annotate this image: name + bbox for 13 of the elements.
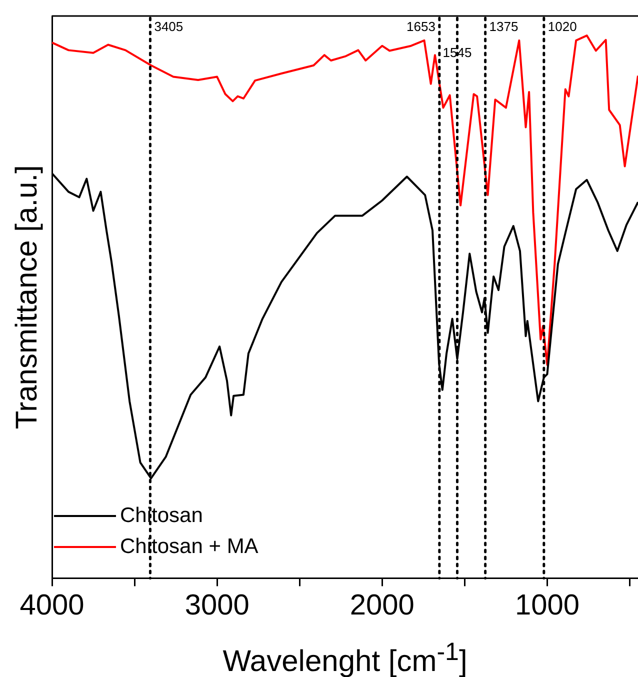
ref-line-label: 1545 xyxy=(442,45,472,60)
x-axis-title: Wavelenght [cm$^{-1}$] xyxy=(222,638,468,677)
ref-line-label: 3405 xyxy=(154,19,184,34)
x-tick-label: 4000 xyxy=(20,590,84,622)
ref-line-label: 1375 xyxy=(489,19,518,34)
x-tick-label: 1000 xyxy=(514,590,580,622)
legend-label: Chitosan + MA xyxy=(120,534,258,559)
y-axis-title: Transmittance [a.u.] xyxy=(10,165,44,430)
x-tick-label: 2000 xyxy=(350,590,414,622)
ref-line-label: 1020 xyxy=(548,19,577,34)
x-tick-label: 3000 xyxy=(184,590,250,622)
legend-label: Chitosan xyxy=(120,504,203,528)
ref-line-label: 1653 xyxy=(406,19,436,34)
